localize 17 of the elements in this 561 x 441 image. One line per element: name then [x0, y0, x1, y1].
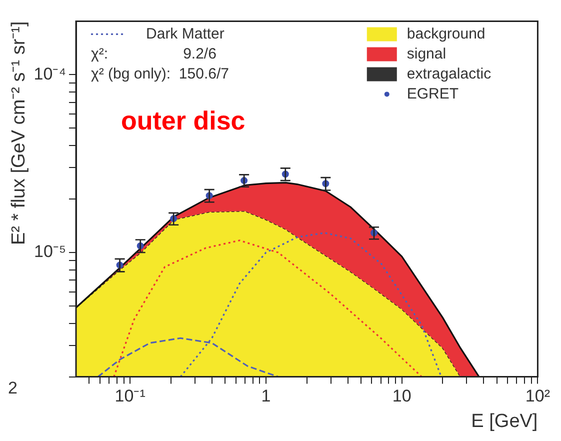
y-axis-title: E² * flux [GeV cm⁻² s⁻¹ sr⁻¹] [8, 21, 30, 246]
legend-label: EGRET [406, 85, 459, 102]
legend-label: background [406, 25, 486, 42]
annotation: χ² (bg only): 150.6/7 [91, 65, 229, 82]
annotation: outer disc [121, 105, 246, 136]
y-tick-label: 10⁻⁴ [34, 64, 66, 84]
x-tick-label: 10² [525, 386, 550, 406]
legend-label: signal [406, 45, 446, 62]
annotation: χ²: 9.2/6 [91, 45, 216, 62]
x-tick-label: 10⁻¹ [114, 386, 146, 406]
legend-label: Dark Matter [146, 25, 224, 42]
legend-label: extragalactic [406, 65, 492, 82]
x-axis-title: E [GeV] [471, 410, 538, 432]
text: 2 [8, 378, 18, 398]
x-tick-label: 10 [392, 386, 412, 406]
y-tick-label: 10⁻⁵ [34, 242, 66, 262]
x-tick-label: 1 [261, 386, 271, 406]
